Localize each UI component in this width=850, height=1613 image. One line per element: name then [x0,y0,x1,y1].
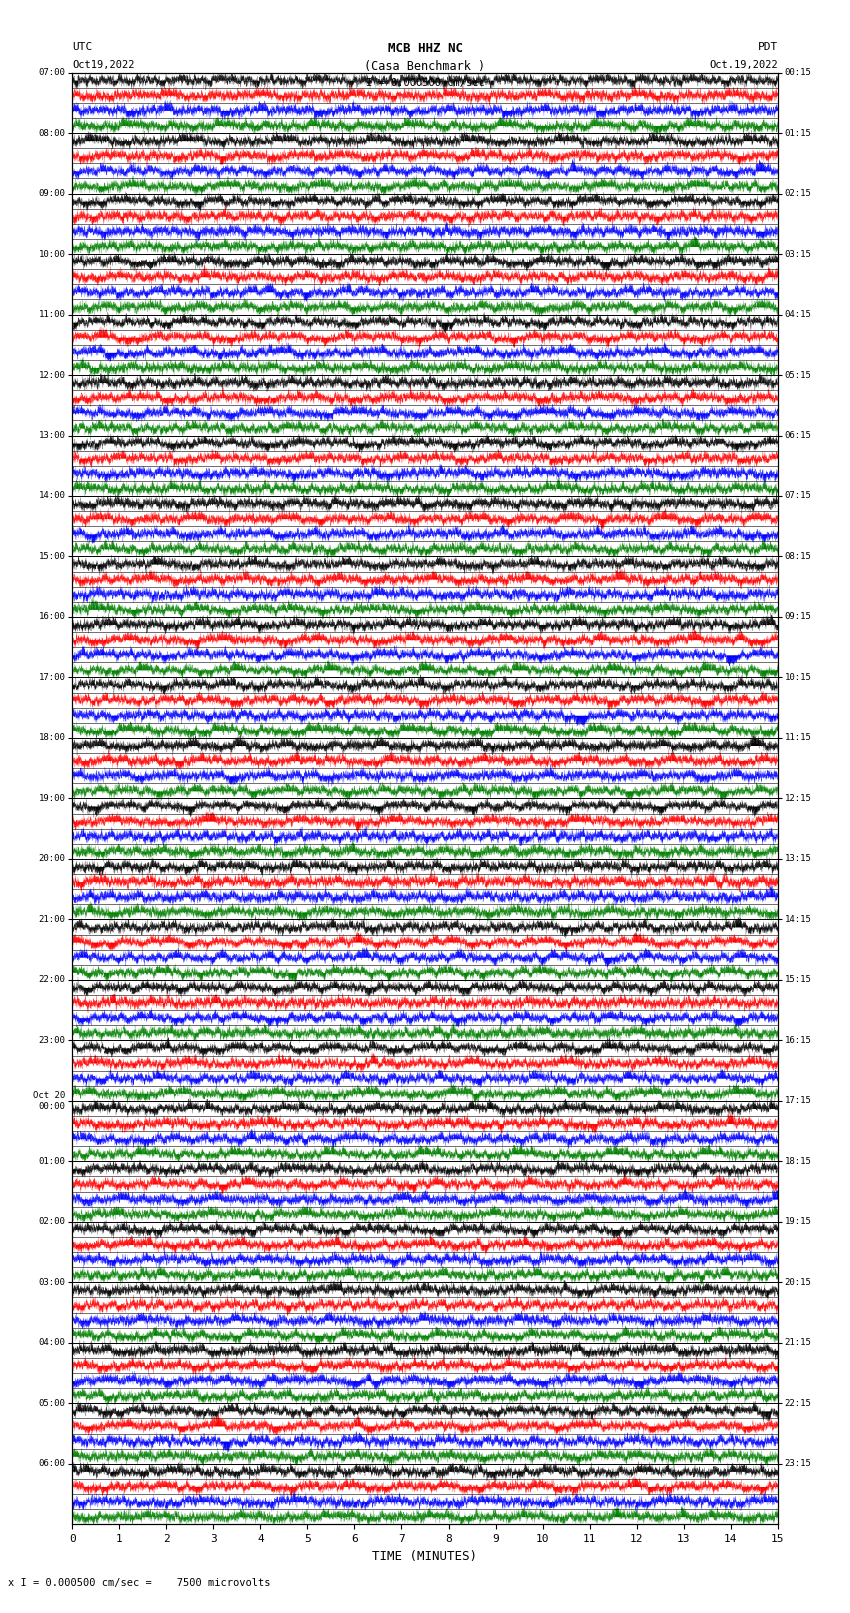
Text: UTC: UTC [72,42,93,52]
Text: Oct19,2022: Oct19,2022 [72,60,135,69]
X-axis label: TIME (MINUTES): TIME (MINUTES) [372,1550,478,1563]
Text: MCB HHZ NC: MCB HHZ NC [388,42,462,55]
Text: (Casa Benchmark ): (Casa Benchmark ) [365,60,485,73]
Text: x I = 0.000500 cm/sec =    7500 microvolts: x I = 0.000500 cm/sec = 7500 microvolts [8,1578,271,1587]
Text: PDT: PDT [757,42,778,52]
Text: Oct.19,2022: Oct.19,2022 [709,60,778,69]
Text: I = 0.000500 cm/sec: I = 0.000500 cm/sec [366,77,484,89]
